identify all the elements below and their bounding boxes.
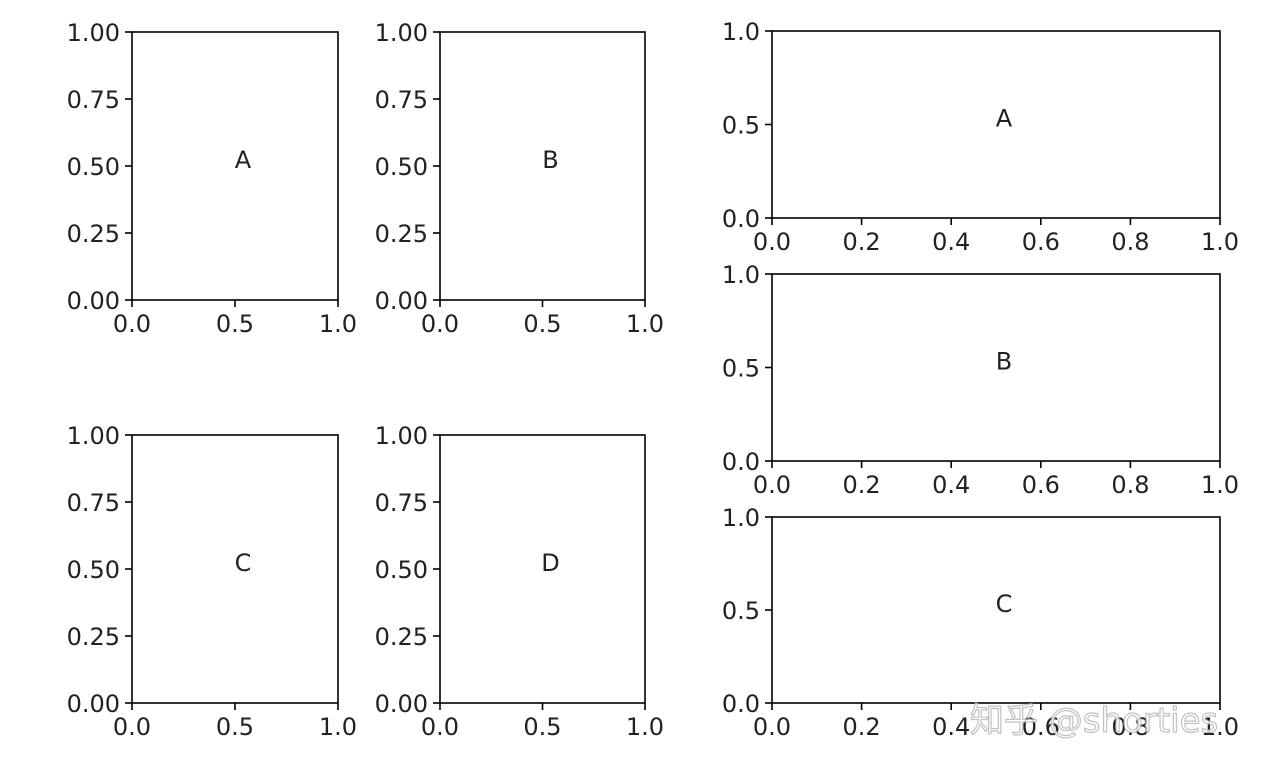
x-tick-label: 1.0 — [1201, 471, 1239, 499]
y-tick-label: 0.75 — [375, 489, 428, 517]
subplot-6: 0.0 0.2 0.4 0.6 0.8 1.0 0.0 0.5 1.0 B — [722, 261, 1239, 499]
y-tick-label: 0.00 — [375, 690, 428, 718]
x-tick-label: 0.2 — [843, 713, 881, 741]
panel-label: A — [996, 105, 1013, 133]
plot-frame — [771, 273, 1221, 462]
x-tick-label: 0.5 — [216, 713, 254, 741]
y-tick-label: 1.0 — [722, 504, 760, 532]
y-tick-label: 0.50 — [375, 556, 428, 584]
panel-label: C — [996, 590, 1013, 618]
x-tick-label: 0.4 — [932, 713, 970, 741]
panel-label: C — [235, 549, 252, 577]
plot-frame — [771, 30, 1221, 219]
x-tick-label: 0.8 — [1111, 471, 1149, 499]
x-tick-label: 1.0 — [1201, 713, 1239, 741]
y-tick-label: 0.25 — [67, 220, 120, 248]
y-tick-label: 0.5 — [722, 355, 760, 383]
x-tick-label: 0.5 — [523, 310, 561, 338]
x-tick-label: 0.0 — [113, 310, 151, 338]
subplot-3: 0.0 0.5 1.0 0.00 0.25 0.50 0.75 1.00 C — [67, 422, 358, 741]
plot-frame — [131, 434, 339, 704]
x-tick-label: 1.0 — [626, 713, 664, 741]
x-tick-label: 0.5 — [216, 310, 254, 338]
y-tick-label: 1.0 — [722, 18, 760, 46]
x-tick-label: 0.6 — [1022, 713, 1060, 741]
panel-label: B — [996, 348, 1012, 376]
x-tick-label: 1.0 — [1201, 228, 1239, 256]
y-tick-label: 0.25 — [375, 220, 428, 248]
x-tick-label: 1.0 — [319, 310, 357, 338]
x-tick-label: 0.0 — [421, 713, 459, 741]
y-tick-label: 0.00 — [67, 690, 120, 718]
x-tick-label: 0.2 — [843, 471, 881, 499]
x-tick-label: 1.0 — [626, 310, 664, 338]
y-tick-label: 1.00 — [375, 19, 428, 47]
y-tick-label: 0.0 — [722, 690, 760, 718]
panel-label: D — [541, 549, 559, 577]
subplot-7: 0.0 0.2 0.4 0.6 0.8 1.0 0.0 0.5 1.0 C — [722, 504, 1239, 741]
x-tick-label: 0.0 — [113, 713, 151, 741]
subplot-4: 0.0 0.5 1.0 0.00 0.25 0.50 0.75 1.00 D — [375, 422, 665, 741]
x-tick-label: 0.6 — [1022, 228, 1060, 256]
y-tick-label: 0.00 — [375, 287, 428, 315]
x-tick-label: 1.0 — [319, 713, 357, 741]
x-tick-label: 0.0 — [753, 228, 791, 256]
x-tick-label: 0.4 — [932, 471, 970, 499]
plot-frame — [771, 516, 1221, 704]
subplot-5: 0.0 0.2 0.4 0.6 0.8 1.0 0.0 0.5 1.0 A — [722, 18, 1239, 256]
panel-label: B — [542, 146, 558, 174]
y-tick-label: 0.25 — [375, 623, 428, 651]
y-tick-label: 1.00 — [375, 422, 428, 450]
y-tick-label: 0.25 — [67, 623, 120, 651]
x-tick-label: 0.8 — [1111, 713, 1149, 741]
y-tick-label: 0.50 — [375, 153, 428, 181]
plot-frame — [439, 31, 646, 301]
x-tick-label: 0.0 — [753, 713, 791, 741]
y-tick-label: 0.50 — [67, 556, 120, 584]
y-tick-label: 1.00 — [67, 19, 120, 47]
y-tick-label: 0.75 — [67, 86, 120, 114]
x-tick-label: 0.0 — [421, 310, 459, 338]
x-tick-label: 0.0 — [753, 471, 791, 499]
x-tick-label: 0.8 — [1111, 228, 1149, 256]
y-tick-label: 0.00 — [67, 287, 120, 315]
y-tick-label: 1.00 — [67, 422, 120, 450]
subplot-2: 0.0 0.5 1.0 0.00 0.25 0.50 0.75 1.00 B — [375, 19, 665, 338]
y-tick-label: 0.5 — [722, 597, 760, 625]
y-tick-label: 1.0 — [722, 261, 760, 289]
y-tick-label: 0.75 — [67, 489, 120, 517]
plot-frame — [439, 434, 646, 704]
y-tick-label: 0.50 — [67, 153, 120, 181]
plot-frame — [131, 31, 339, 301]
x-tick-label: 0.2 — [843, 228, 881, 256]
y-tick-label: 0.75 — [375, 86, 428, 114]
x-tick-label: 0.4 — [932, 228, 970, 256]
x-tick-label: 0.5 — [523, 713, 561, 741]
y-tick-label: 0.0 — [722, 205, 760, 233]
subplot-1: 0.0 0.5 1.0 0.00 0.25 0.50 0.75 1.00 A — [67, 19, 358, 338]
panel-label: A — [235, 146, 252, 174]
watermark-text: 知乎 @shorties — [970, 701, 1218, 741]
x-tick-label: 0.6 — [1022, 471, 1060, 499]
y-tick-label: 0.0 — [722, 448, 760, 476]
y-tick-label: 0.5 — [722, 112, 760, 140]
